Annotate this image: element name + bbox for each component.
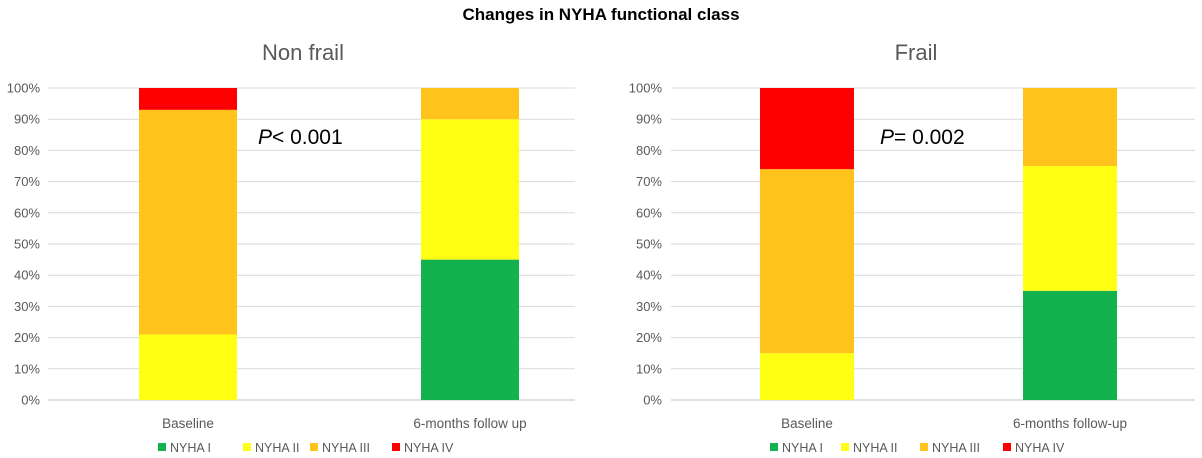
bar-segment-nyha-ii [760,353,854,400]
y-tick-label: 40% [14,268,40,283]
y-tick-label: 70% [636,174,662,189]
legend-label: NYHA I [170,441,211,455]
y-tick-label: 80% [14,143,40,158]
y-tick-label: 20% [636,330,662,345]
bar-segment-nyha-iv [139,88,237,110]
y-tick-label: 60% [14,205,40,220]
legend-label: NYHA II [255,441,299,455]
bar-segment-nyha-i [421,259,519,400]
y-tick-label: 60% [636,205,662,220]
panel-title: Frail [895,40,938,65]
legend-swatch [770,443,778,451]
x-category-label: 6-months follow up [413,416,526,431]
bar-segment-nyha-i [1023,290,1117,400]
legend-label: NYHA III [322,441,370,455]
p-letter: P [880,126,894,149]
x-category-label: Baseline [162,416,214,431]
y-tick-label: 50% [14,237,40,252]
p-value-text: = 0.002 [894,126,965,149]
legend-swatch [158,443,166,451]
bar-segment-nyha-iii [139,109,237,335]
legend-swatch [920,443,928,451]
p-value-annotation: P< 0.001 [258,126,343,149]
y-tick-label: 30% [636,299,662,314]
y-tick-label: 70% [14,174,40,189]
bar-segment-nyha-ii [139,334,237,400]
chart-panel-2: Frail 0% 10% 20% 30% 40% 50% 60% 70% 80% 90% 100% Ba… [629,40,1195,455]
legend-label: NYHA III [932,441,980,455]
legend-swatch [1003,443,1011,451]
panel-title: Non frail [262,40,344,65]
x-category-label: 6-months follow-up [1013,416,1127,431]
y-tick-label: 50% [636,237,662,252]
bar-segment-nyha-iii [1023,88,1117,166]
x-category-label: Baseline [781,416,833,431]
y-tick-label: 100% [629,81,663,96]
bar-segment-nyha-ii [1023,166,1117,291]
panels: Non frail 0% 10% 20% 30% 40% 50% 60% 70% 80% 90% 10… [7,40,1195,455]
y-tick-label: 80% [636,143,662,158]
y-tick-label: 10% [14,361,40,376]
legend-swatch [310,443,318,451]
p-value-annotation: P= 0.002 [880,126,965,149]
p-letter: P [258,126,272,149]
y-tick-label: 30% [14,299,40,314]
y-tick-label: 90% [636,112,662,127]
y-tick-label: 0% [21,393,40,408]
legend-label: NYHA II [853,441,897,455]
legend-label: NYHA IV [404,441,454,455]
bar-segment-nyha-ii [421,119,519,260]
legend-label: NYHA IV [1015,441,1065,455]
y-tick-label: 100% [7,81,41,96]
y-tick-label: 40% [636,268,662,283]
bar-segment-nyha-iv [760,88,854,170]
legend-swatch [841,443,849,451]
y-tick-label: 10% [636,361,662,376]
p-value-text: < 0.001 [272,126,343,149]
legend-swatch [243,443,251,451]
bar-segment-nyha-iii [760,169,854,354]
legend-swatch [392,443,400,451]
y-tick-label: 20% [14,330,40,345]
y-tick-label: 0% [643,393,662,408]
legend-label: NYHA I [782,441,823,455]
chart-panel-1: Non frail 0% 10% 20% 30% 40% 50% 60% 70% 80% 90% 10… [7,40,575,455]
y-tick-label: 90% [14,112,40,127]
main-title: Changes in NYHA functional class [462,5,739,24]
bar-segment-nyha-iii [421,88,519,120]
